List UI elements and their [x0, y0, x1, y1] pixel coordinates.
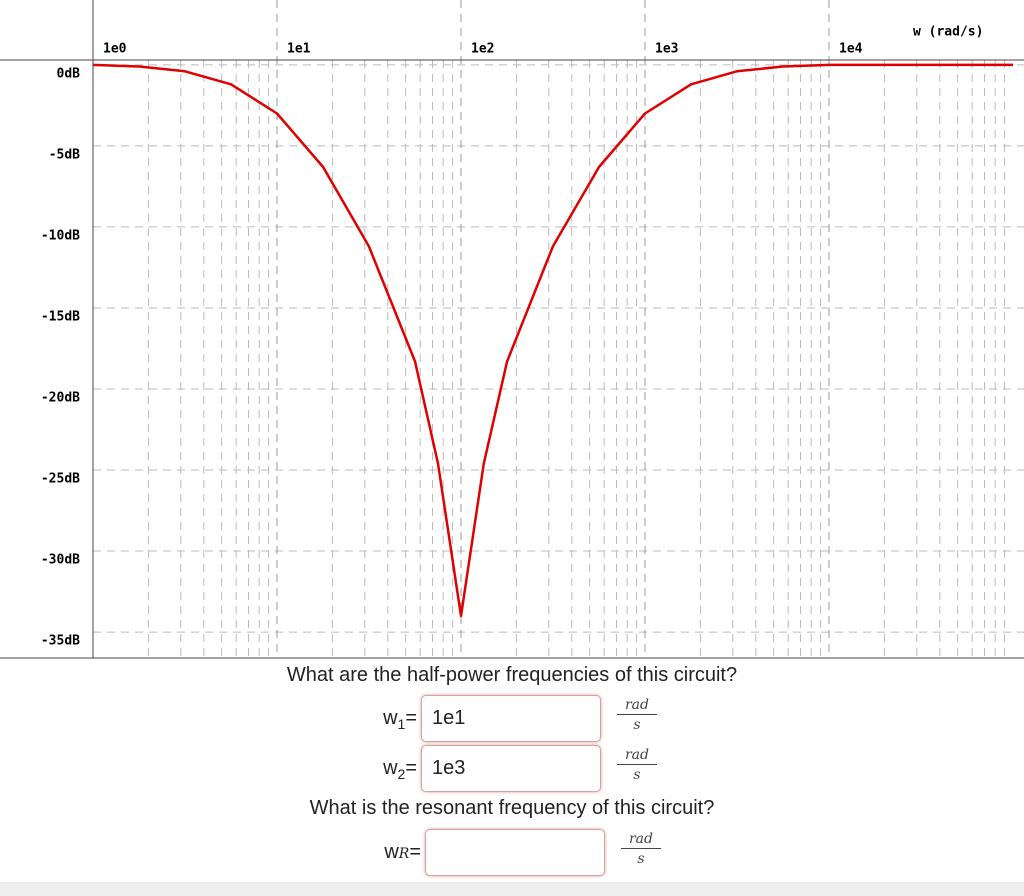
answer-input[interactable]	[425, 829, 605, 876]
x-axis-label: w (rad/s)	[913, 25, 983, 40]
x-tick-label: 1e4	[839, 42, 863, 57]
unit-fraction: rad s	[621, 831, 661, 867]
data-line	[92, 63, 1013, 618]
unit-fraction: rad s	[617, 747, 657, 783]
y-tick-label: -15dB	[41, 309, 80, 324]
y-tick-label: -20dB	[41, 390, 80, 405]
unit-numerator: rad	[621, 831, 661, 849]
field-label: w1=	[357, 707, 417, 732]
subscript: R	[398, 846, 410, 862]
x-tick-label: 1e1	[287, 42, 311, 57]
unit-denominator: s	[633, 717, 641, 733]
footer-bar	[0, 882, 1024, 896]
unit-fraction: rad s	[617, 697, 657, 733]
unit-denominator: s	[633, 767, 641, 783]
answer-input[interactable]	[421, 695, 601, 742]
question-text: What is the resonant frequency of this c…	[309, 797, 715, 819]
y-tick-label: -35dB	[41, 634, 80, 649]
field-label: wR=	[361, 841, 421, 864]
symbol: w	[383, 707, 398, 729]
y-tick-label: 0dB	[57, 66, 81, 81]
subscript: 2	[397, 766, 406, 782]
y-tick-label: -5dB	[49, 147, 80, 162]
field-label: w2=	[357, 757, 417, 782]
question-text: What are the half-power frequencies of t…	[286, 664, 738, 686]
y-tick-label: -25dB	[41, 472, 80, 487]
unit-numerator: rad	[617, 697, 657, 715]
subscript: 1	[397, 716, 406, 732]
unit-numerator: rad	[617, 747, 657, 765]
y-tick-label: -30dB	[41, 553, 80, 568]
x-tick-label: 1e2	[471, 42, 494, 57]
equals-sign: =	[405, 757, 417, 779]
equals-sign: =	[405, 707, 417, 729]
symbol: w	[383, 757, 398, 779]
equals-sign: =	[409, 841, 421, 863]
answer-input[interactable]	[421, 745, 601, 792]
x-tick-label: 1e0	[103, 42, 127, 57]
chart: 0dB -5dB -10dB -15dB -20dB -25dB -30dB -35dB 1e0…	[0, 0, 1024, 659]
symbol: w	[384, 841, 399, 863]
x-tick-label: 1e3	[655, 42, 678, 57]
y-tick-label: -10dB	[41, 228, 80, 243]
unit-denominator: s	[637, 851, 645, 867]
